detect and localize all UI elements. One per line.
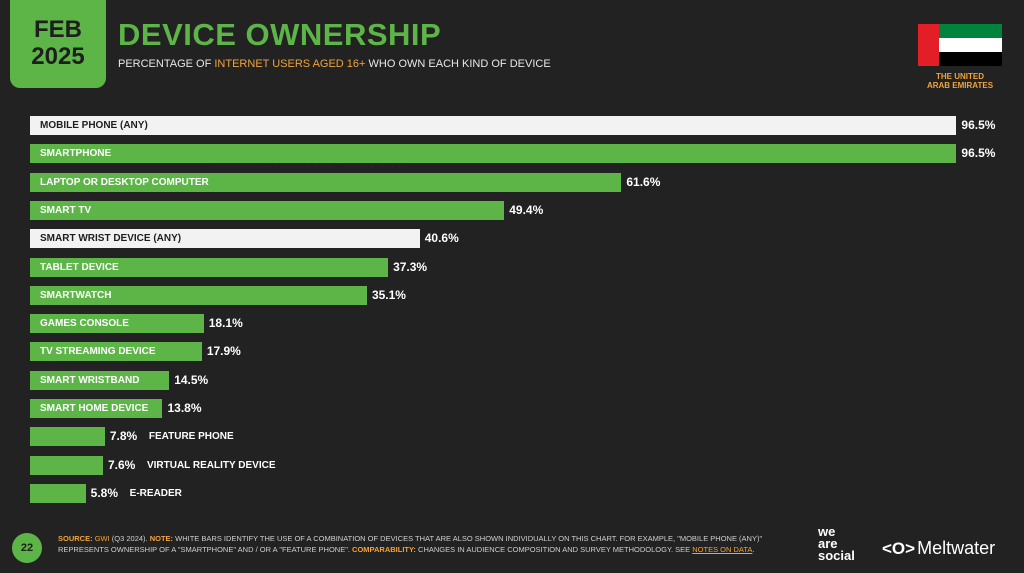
bar-2: [30, 172, 622, 192]
bar-value-11: 7.8%: [109, 429, 138, 444]
bar-label-7: GAMES CONSOLE: [40, 318, 129, 330]
page-title: DEVICE OWNERSHIP: [118, 17, 442, 52]
source-label: SOURCE:: [58, 534, 93, 543]
bar-value-6: 35.1%: [371, 287, 406, 302]
notes-on-data-link[interactable]: NOTES ON DATA: [692, 545, 753, 554]
subtitle-pre: PERCENTAGE OF: [118, 58, 215, 70]
bar-11: [30, 427, 105, 447]
meltwater-logo: <O> Meltwater: [882, 538, 995, 559]
date-month: FEB: [34, 16, 82, 43]
bar-value-12: 7.6%: [107, 457, 136, 472]
bar-value-7: 18.1%: [208, 316, 243, 331]
bar-label-3: SMART TV: [40, 204, 92, 216]
source-text: (Q3 2024).: [109, 534, 150, 543]
bar-4: [30, 229, 420, 249]
bar-label-8: TV STREAMING DEVICE: [40, 346, 156, 358]
bar-value-0: 96.5%: [961, 118, 996, 132]
bar-6: [30, 285, 367, 305]
bar-value-3: 49.4%: [509, 202, 544, 217]
country-line-2: ARAB EMIRATES: [926, 81, 994, 90]
bar-value-2: 61.6%: [626, 174, 661, 189]
logo-social: social: [818, 548, 855, 563]
country-line-1: THE UNITED: [936, 72, 984, 81]
logo-we: we: [818, 524, 836, 539]
subtitle-highlight: INTERNET USERS AGED 16+: [214, 58, 366, 70]
comparability-label: COMPARABILITY:: [352, 545, 416, 554]
comparability-text: CHANGES IN AUDIENCE COMPOSITION AND SURV…: [415, 545, 693, 554]
page-number: 22: [12, 533, 42, 563]
bar-1: [30, 144, 957, 164]
bar-8: [30, 342, 202, 362]
bar-label-13: E-READER: [129, 487, 182, 499]
bar-10: [30, 399, 163, 418]
bar-7: [30, 314, 204, 334]
bar-label-1: SMARTPHONE: [40, 148, 112, 160]
footer-note: SOURCE: GWI (Q3 2024). NOTE: WHITE BARS …: [58, 533, 798, 555]
meltwater-name: Meltwater: [917, 538, 996, 558]
footer-end: .: [752, 545, 755, 554]
bar-label-2: LAPTOP OR DESKTOP COMPUTER: [40, 176, 209, 188]
bar-0: [30, 116, 957, 135]
bar-label-10: SMART HOME DEVICE: [40, 403, 149, 414]
note-text: WHITE BARS IDENTIFY THE USE OF A COMBINA…: [58, 534, 763, 554]
logo-are: are: [818, 536, 838, 551]
bar-12: [30, 455, 103, 475]
bar-9: [30, 370, 170, 390]
date-badge: FEB 2025: [10, 0, 106, 88]
bar-label-9: SMART WRISTBAND: [40, 374, 140, 386]
bar-label-0: MOBILE PHONE (ANY): [40, 120, 148, 131]
country-label: THE UNITED ARAB EMIRATES: [910, 72, 1010, 90]
uae-flag-icon: [918, 24, 1002, 66]
bar-13: [30, 483, 86, 503]
bar-5: [30, 257, 389, 277]
bar-3: [30, 200, 505, 220]
bar-value-4: 40.6%: [424, 231, 459, 246]
bar-value-9: 14.5%: [174, 372, 209, 387]
bar-label-12: VIRTUAL REALITY DEVICE: [146, 459, 276, 471]
meltwater-mark-icon: <O>: [882, 539, 916, 558]
bar-label-5: TABLET DEVICE: [40, 261, 119, 273]
date-year: 2025: [31, 43, 85, 70]
bar-value-13: 5.8%: [90, 485, 119, 500]
page-subtitle: PERCENTAGE OF INTERNET USERS AGED 16+ WH…: [118, 58, 551, 70]
subtitle-post: WHO OWN EACH KIND OF DEVICE: [365, 58, 551, 70]
bar-value-1: 96.5%: [961, 146, 996, 161]
bar-value-10: 13.8%: [167, 401, 202, 415]
bar-label-11: FEATURE PHONE: [148, 431, 234, 443]
we-are-social-logo: we are social: [818, 524, 855, 563]
bar-value-5: 37.3%: [393, 259, 428, 274]
bar-label-6: SMARTWATCH: [40, 289, 112, 301]
bar-value-8: 17.9%: [206, 344, 241, 359]
source-brand: GWI: [94, 534, 110, 543]
bar-label-4: SMART WRIST DEVICE (ANY): [40, 233, 182, 245]
note-label: NOTE:: [149, 534, 174, 543]
